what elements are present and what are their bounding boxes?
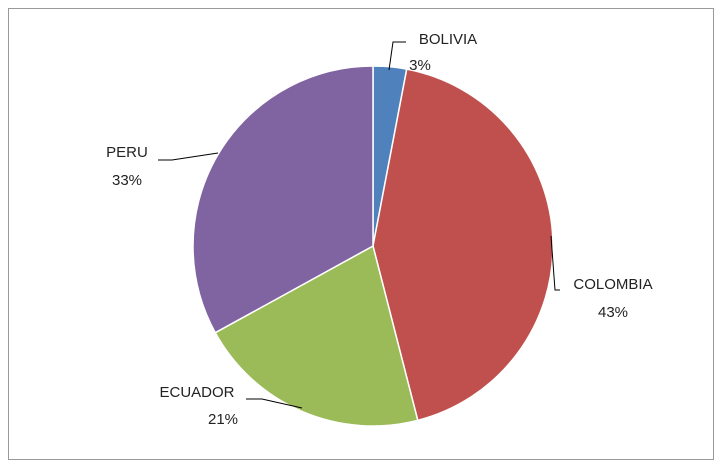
value-label: 33% xyxy=(112,172,142,189)
leader-line xyxy=(158,152,219,161)
pie-slice xyxy=(372,68,554,422)
pie-slice xyxy=(214,244,419,427)
value-label: 21% xyxy=(208,411,238,428)
slice-label: PERU xyxy=(106,144,148,161)
slice-label: ECUADOR xyxy=(159,384,234,401)
leader-line xyxy=(550,235,560,291)
slice-label: COLOMBIA xyxy=(573,276,652,293)
pie-slice xyxy=(192,65,374,334)
value-label: 43% xyxy=(598,304,628,321)
value-label: 3% xyxy=(409,57,431,74)
slice-label: BOLIVIA xyxy=(419,31,477,48)
leader-line xyxy=(246,398,303,409)
leader-line xyxy=(388,41,406,71)
